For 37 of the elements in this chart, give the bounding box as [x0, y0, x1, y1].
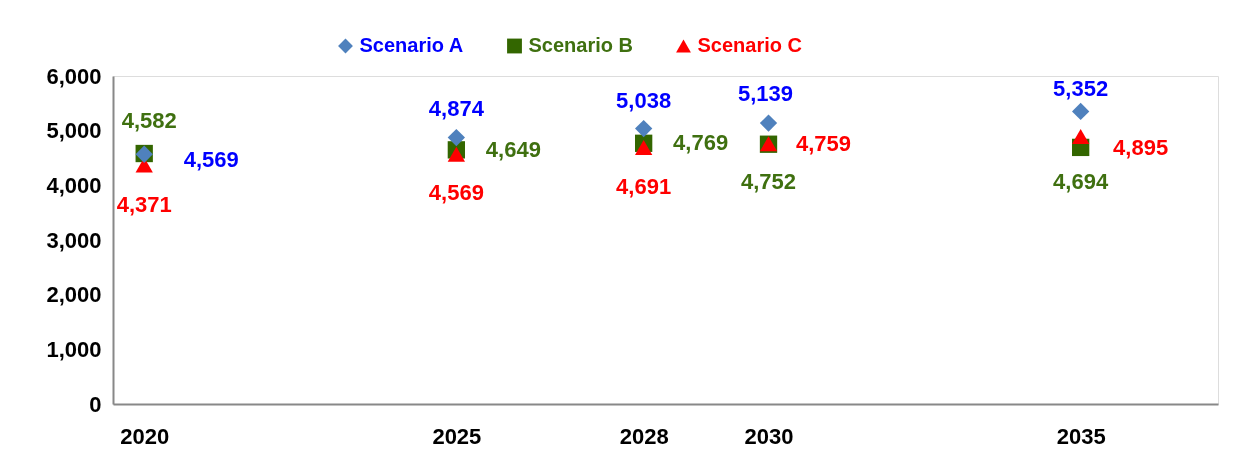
data-label: 4,569 [183, 147, 239, 173]
x-tick-label: 2035 [1056, 423, 1106, 449]
data-label: 4,691 [616, 173, 672, 199]
y-tick-label: 6,000 [46, 63, 102, 89]
y-tick-label: 2,000 [46, 282, 102, 308]
data-label: 4,694 [1053, 169, 1109, 195]
point [759, 114, 778, 132]
data-label: 4,569 [428, 180, 484, 206]
legend-label: Scenario A [359, 34, 464, 56]
data-label: 4,371 [116, 192, 172, 218]
x-tick-label: 2020 [120, 423, 170, 449]
data-label: 4,759 [795, 130, 852, 156]
point [1072, 128, 1090, 144]
data-label: 4,582 [121, 107, 177, 133]
legend-label: Scenario B [528, 34, 633, 56]
point [634, 119, 653, 138]
data-label: 4,769 [673, 130, 729, 156]
point [1072, 102, 1090, 121]
data-label: 4,895 [1113, 135, 1169, 161]
x-tick-label: 2025 [432, 423, 482, 449]
data-label: 5,352 [1053, 76, 1109, 102]
data-label: 4,874 [428, 95, 485, 121]
y-tick-label: 0 [89, 391, 102, 417]
y-tick-label: 4,000 [46, 172, 102, 198]
x-tick-label: 2028 [619, 423, 669, 449]
y-tick-label: 5,000 [46, 118, 102, 144]
point [447, 128, 466, 147]
data-label: 5,038 [616, 87, 672, 113]
y-tick-label: 3,000 [46, 227, 102, 253]
point [447, 146, 466, 162]
data-label: 4,649 [485, 136, 541, 162]
data-label: 4,752 [740, 169, 797, 195]
legend-label: Scenario C [697, 34, 802, 56]
y-tick-label: 1,000 [46, 336, 102, 362]
x-tick-label: 2030 [744, 423, 794, 449]
data-label: 5,139 [737, 81, 794, 107]
point [634, 140, 653, 156]
